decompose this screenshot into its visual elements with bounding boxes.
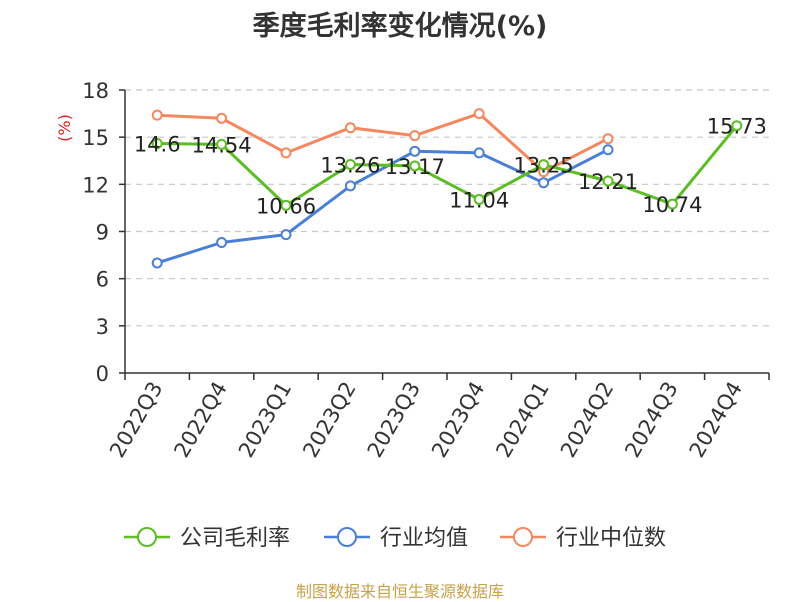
legend-marker — [513, 527, 533, 547]
x-tick-label: 2022Q4 — [169, 378, 231, 462]
data-point — [473, 147, 485, 159]
data-label: 10.74 — [642, 193, 702, 217]
data-point — [602, 144, 614, 156]
data-label: 10.66 — [256, 194, 316, 218]
data-point — [602, 175, 614, 187]
x-tick-label: 2024Q1 — [491, 378, 553, 462]
data-label: 11.04 — [449, 188, 509, 212]
data-point — [216, 138, 228, 150]
y-tick-label: 0 — [96, 362, 109, 386]
data-point — [344, 122, 356, 134]
data-point — [280, 199, 292, 211]
data-point — [602, 133, 614, 145]
data-point — [151, 109, 163, 121]
series-line — [157, 112, 609, 174]
x-tick-label: 2024Q4 — [685, 378, 747, 462]
data-point — [409, 145, 421, 157]
data-label: 13.26 — [320, 154, 380, 178]
data-point — [344, 180, 356, 192]
data-label: 12.21 — [578, 170, 638, 194]
y-tick-label: 18 — [82, 79, 109, 103]
legend-label: 公司毛利率 — [180, 526, 290, 551]
x-tick-label: 2023Q3 — [363, 378, 425, 462]
legend-label: 行业均值 — [380, 526, 468, 551]
data-point — [666, 198, 678, 210]
x-tick-label: 2024Q3 — [620, 378, 682, 462]
series-line — [156, 148, 609, 265]
data-point — [473, 108, 485, 120]
data-label: 13.25 — [514, 154, 574, 178]
data-point — [538, 159, 550, 171]
data-point — [344, 159, 356, 171]
data-label: 14.54 — [192, 133, 252, 157]
data-point — [538, 177, 550, 189]
source-note: 制图数据来自恒生聚源数据库 — [295, 582, 504, 601]
data-point — [409, 160, 421, 172]
data-label: 15.73 — [707, 115, 767, 139]
legend-marker — [337, 527, 357, 547]
data-point — [731, 120, 743, 132]
legend: 公司毛利率 行业均值 行业中位数 — [124, 526, 666, 551]
series-lines — [151, 108, 743, 269]
series-line — [157, 124, 738, 207]
data-point — [280, 147, 292, 159]
legend-item: 行业均值 — [324, 526, 468, 551]
data-point — [216, 112, 228, 124]
legend-item: 公司毛利率 — [124, 526, 290, 551]
legend-marker — [137, 527, 157, 547]
data-point — [409, 130, 421, 142]
y-tick-label: 6 — [96, 268, 109, 292]
x-tick-label: 2023Q4 — [427, 378, 489, 462]
chart-title: 季度毛利率变化情况(%) — [252, 11, 548, 42]
x-tick-label: 2024Q2 — [556, 378, 618, 462]
data-point — [151, 257, 163, 269]
y-tick-label: 3 — [96, 315, 109, 339]
data-point — [473, 193, 485, 205]
data-point — [151, 137, 163, 149]
y-tick-label: 12 — [82, 173, 109, 197]
data-label: 13.17 — [385, 155, 445, 179]
legend-item: 行业中位数 — [500, 526, 666, 551]
x-tick-label: 2023Q2 — [298, 378, 360, 462]
x-tick-label: 2022Q3 — [105, 378, 167, 462]
legend-label: 行业中位数 — [556, 526, 666, 551]
data-point — [216, 237, 228, 249]
y-axis-title: (%) — [55, 114, 74, 142]
data-label: 14.6 — [134, 132, 181, 156]
data-point — [280, 229, 292, 241]
x-tick-label: 2023Q1 — [234, 378, 296, 462]
y-tick-label: 9 — [96, 221, 109, 245]
y-tick-label: 15 — [82, 126, 109, 150]
